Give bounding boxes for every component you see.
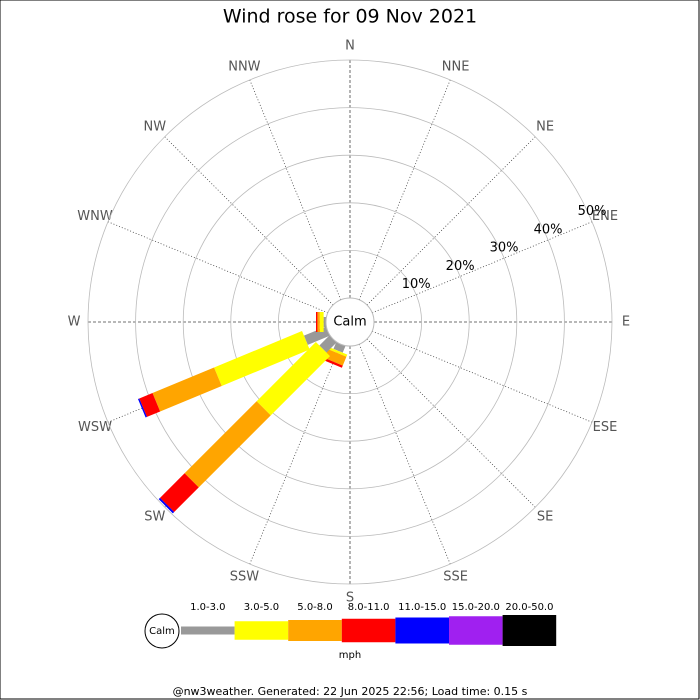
legend-label: 8.0-11.0 (348, 602, 390, 613)
direction-label: W (68, 315, 81, 330)
spoke (366, 136, 536, 306)
bar-segment (323, 357, 343, 368)
direction-label: NW (144, 119, 167, 134)
direction-label: SW (144, 510, 165, 525)
legend-label: 1.0-3.0 (190, 602, 225, 613)
legend-swatch (234, 621, 289, 640)
spoke (372, 221, 593, 314)
direction-label: WSW (78, 420, 112, 435)
legend-label: 5.0-8.0 (297, 602, 332, 613)
legend-calm-label: Calm (149, 626, 175, 637)
unit-label: mph (339, 650, 361, 661)
bar-segment (324, 349, 347, 366)
direction-label: WNW (77, 209, 113, 224)
grid-ring (182, 154, 518, 490)
direction-label: ENE (592, 209, 618, 224)
bar-segment (317, 312, 320, 332)
legend-label: 15.0-20.0 (452, 602, 500, 613)
legend-label: 3.0-5.0 (244, 602, 279, 613)
r-tick-label: 50% (578, 204, 607, 219)
legend-swatch (502, 615, 557, 646)
grid-ring (277, 249, 422, 394)
spoke (249, 344, 342, 565)
r-tick-label: 10% (402, 277, 431, 292)
grid-ring (230, 202, 470, 442)
spoke (358, 344, 451, 565)
spoke (358, 79, 451, 300)
direction-label: ESE (593, 420, 618, 435)
direction-label: NNW (228, 60, 260, 75)
bar-segment (256, 341, 331, 416)
spoke (164, 136, 334, 306)
r-tick-label: 40% (534, 222, 563, 237)
bar-segment (152, 367, 222, 412)
bar-segment (139, 392, 161, 417)
grid-ring (87, 59, 613, 585)
bar-segment (137, 398, 147, 418)
legend-swatch (288, 620, 342, 641)
direction-label: S (346, 591, 354, 606)
direction-label: NE (536, 119, 554, 134)
spoke (107, 221, 328, 314)
legend-label: 20.0-50.0 (505, 602, 553, 613)
grid-ring (135, 107, 565, 537)
calm-circle (325, 297, 375, 347)
legend-swatch (395, 617, 449, 644)
direction-label: N (345, 39, 355, 54)
bar-segment (316, 312, 318, 332)
direction-label: NNE (442, 60, 470, 75)
bar-segment (158, 497, 175, 514)
direction-label: SSW (230, 569, 260, 584)
legend-calm (144, 613, 180, 649)
chart-title: Wind rose for 09 Nov 2021 (223, 6, 477, 28)
legend-label: 11.0-15.0 (398, 602, 446, 613)
spoke (372, 330, 593, 423)
r-tick-label: 20% (446, 259, 475, 274)
legend-swatch (181, 626, 235, 635)
bar-segment (319, 335, 337, 353)
bar-segment (184, 401, 271, 488)
legend-swatch (449, 616, 503, 645)
spoke (366, 338, 536, 508)
bar-segment (319, 312, 324, 332)
direction-label: SE (537, 510, 553, 525)
bar-segment (214, 331, 310, 386)
direction-label: SSE (443, 569, 468, 584)
r-tick-label: 30% (490, 241, 519, 256)
footer: @nw3weather. Generated: 22 Jun 2025 22:5… (173, 685, 528, 698)
direction-label: E (622, 315, 630, 330)
bar-segment (323, 317, 326, 327)
legend-swatch (341, 618, 396, 643)
bar-segment (160, 473, 199, 512)
calm-label: Calm (333, 315, 366, 330)
spoke (249, 79, 342, 300)
bar-segment (327, 346, 348, 357)
